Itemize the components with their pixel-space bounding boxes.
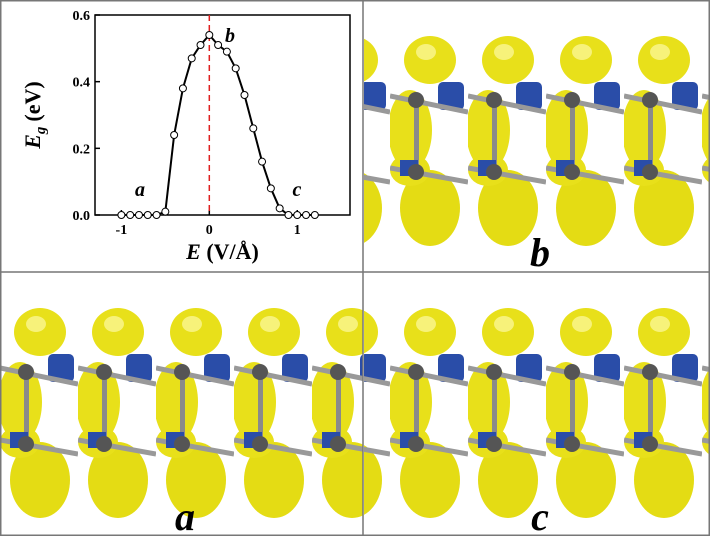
structure-panels <box>0 0 710 536</box>
data-point <box>285 212 292 219</box>
data-point <box>259 158 266 165</box>
y-axis-label: Eg (eV) <box>20 81 49 150</box>
panel-label: c <box>531 494 549 536</box>
data-point <box>118 212 125 219</box>
annotation: b <box>225 25 235 47</box>
data-point <box>197 42 204 49</box>
data-line <box>121 35 314 215</box>
data-point <box>223 48 230 55</box>
data-point <box>267 185 274 192</box>
panel-label: b <box>530 230 550 275</box>
y-label-symbol: E <box>20 134 45 150</box>
annotation: c <box>293 179 302 201</box>
data-point <box>153 212 160 219</box>
data-point <box>311 212 318 219</box>
y-label-subscript: g <box>33 126 49 135</box>
x-label-symbol: E <box>185 239 201 264</box>
data-point <box>276 205 283 212</box>
data-point <box>144 212 151 219</box>
data-point <box>241 92 248 99</box>
data-point <box>294 212 301 219</box>
y-tick-label: 0.0 <box>73 209 91 224</box>
data-point <box>179 85 186 92</box>
y-tick-label: 0.6 <box>73 9 91 24</box>
y-label-unit: (eV) <box>20 81 45 121</box>
annotation: a <box>135 179 145 201</box>
x-tick-label: -1 <box>116 223 128 238</box>
data-point <box>215 42 222 49</box>
data-point <box>135 212 142 219</box>
x-label-unit: (V/Å) <box>206 239 259 264</box>
data-point <box>127 212 134 219</box>
data-point <box>162 208 169 215</box>
data-point <box>171 132 178 139</box>
figure: b a c 0.00.20.40.6-101abcE (V/Å)Eg(eV) <box>0 0 710 536</box>
data-point <box>250 125 257 132</box>
panel-label: a <box>175 494 195 536</box>
y-tick-label: 0.2 <box>73 142 91 157</box>
x-tick-label: 0 <box>206 223 213 238</box>
data-point <box>232 65 239 72</box>
data-point <box>303 212 310 219</box>
x-tick-label: 1 <box>294 223 301 238</box>
data-point <box>206 32 213 39</box>
plot-frame <box>95 15 350 215</box>
data-point <box>188 55 195 62</box>
x-axis-label: E (V/Å) <box>185 239 259 264</box>
y-tick-label: 0.4 <box>73 76 91 91</box>
